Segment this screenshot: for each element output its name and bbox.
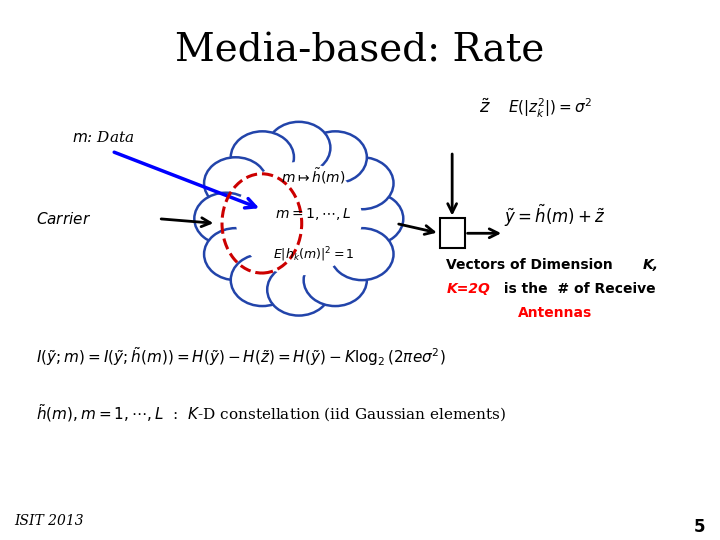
Text: $E|h_k(m)|^2=1$: $E|h_k(m)|^2=1$ [272,245,354,264]
Text: $\tilde{h}(m),m=1,\cdots,L$  :  $K$-D constellation (iid Gaussian elements): $\tilde{h}(m),m=1,\cdots,L$ : $K$-D cons… [36,402,506,424]
Text: $m$: Data: $m$: Data [72,130,135,145]
Text: $E(|z_k^2|)=\sigma^2$: $E(|z_k^2|)=\sigma^2$ [508,97,592,119]
Ellipse shape [330,157,394,210]
Text: $I(\tilde{y};m)=I(\tilde{y};\tilde{h}(m))=H(\tilde{y})-H(\tilde{z})=H(\tilde{y}): $I(\tilde{y};m)=I(\tilde{y};\tilde{h}(m)… [36,345,446,368]
Ellipse shape [304,131,367,183]
Text: $\tilde{z}$: $\tilde{z}$ [479,99,490,117]
Text: 5: 5 [694,517,706,536]
Text: Vectors of Dimension: Vectors of Dimension [446,258,618,272]
Ellipse shape [304,254,366,306]
Text: Antennas: Antennas [518,306,593,320]
Text: K,: K, [643,258,659,272]
Text: ISIT 2013: ISIT 2013 [14,514,84,528]
Ellipse shape [194,193,258,245]
Text: $m\mapsto \tilde{h}(m)$: $m\mapsto \tilde{h}(m)$ [281,166,346,186]
Ellipse shape [267,122,330,174]
FancyBboxPatch shape [440,218,465,248]
Ellipse shape [231,131,294,183]
Ellipse shape [340,193,403,245]
Ellipse shape [204,228,267,280]
Ellipse shape [235,162,362,275]
Text: $\tilde{y}=\tilde{h}(m)+\tilde{z}$: $\tilde{y}=\tilde{h}(m)+\tilde{z}$ [504,203,606,229]
Text: $m=1,\cdots,L$: $m=1,\cdots,L$ [275,206,351,222]
Ellipse shape [267,264,330,315]
Text: $Carrier$: $Carrier$ [36,211,91,227]
Ellipse shape [330,228,394,280]
Ellipse shape [204,157,267,209]
Text: Media-based: Rate: Media-based: Rate [175,32,545,70]
Ellipse shape [230,254,294,306]
Text: is the  # of Receive: is the # of Receive [499,282,656,296]
Text: K=2Q: K=2Q [446,282,490,296]
